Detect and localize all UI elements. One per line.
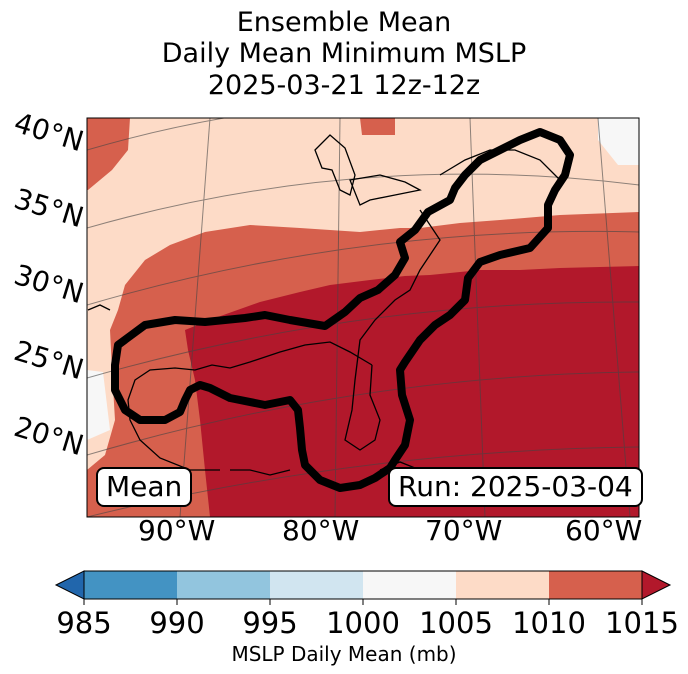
field-1000-1005-corner-ne (598, 118, 639, 165)
title-line-2: Daily Mean Minimum MSLP (161, 38, 527, 69)
colorbar-tick-1010: 1010 (512, 606, 586, 640)
colorbar-tick-1000: 1000 (326, 606, 400, 640)
contour-outline (111, 128, 574, 492)
colorbar-tick-1015: 1015 (605, 606, 679, 640)
title-line-1: Ensemble Mean (236, 7, 452, 38)
mode-badge: Mean (96, 467, 193, 507)
colorbar-extend-high (641, 570, 672, 600)
colorbar-tick-990: 990 (149, 606, 205, 640)
colorbar-extend-low (54, 570, 85, 600)
colorbar-1005-1010 (456, 571, 549, 599)
colorbar-tick-995: 995 (242, 606, 298, 640)
map-frame (86, 117, 640, 518)
colorbar-985-990 (84, 571, 177, 599)
colorbar-995-1000 (270, 571, 363, 599)
colorbar-1000-1005 (363, 571, 456, 599)
lon-label-80w: 80°W (282, 514, 360, 547)
field-1000-1005-west (87, 370, 110, 440)
colorbar-990-995 (177, 571, 270, 599)
lon-label-70w: 70°W (425, 514, 503, 547)
field-above-1015 (185, 266, 639, 517)
colorbar-tick-1005: 1005 (419, 606, 493, 640)
title-line-3: 2025-03-21 12z-12z (207, 70, 481, 101)
colorbar-label: MSLP Daily Mean (mb) (231, 642, 457, 666)
lon-label-90w: 90°W (138, 514, 216, 547)
run-badge: Run: 2025-03-04 (388, 467, 643, 507)
colorbar-1010-1015 (549, 571, 642, 599)
lon-label-60w: 60°W (565, 514, 643, 547)
colorbar-tick-985: 985 (56, 606, 112, 640)
